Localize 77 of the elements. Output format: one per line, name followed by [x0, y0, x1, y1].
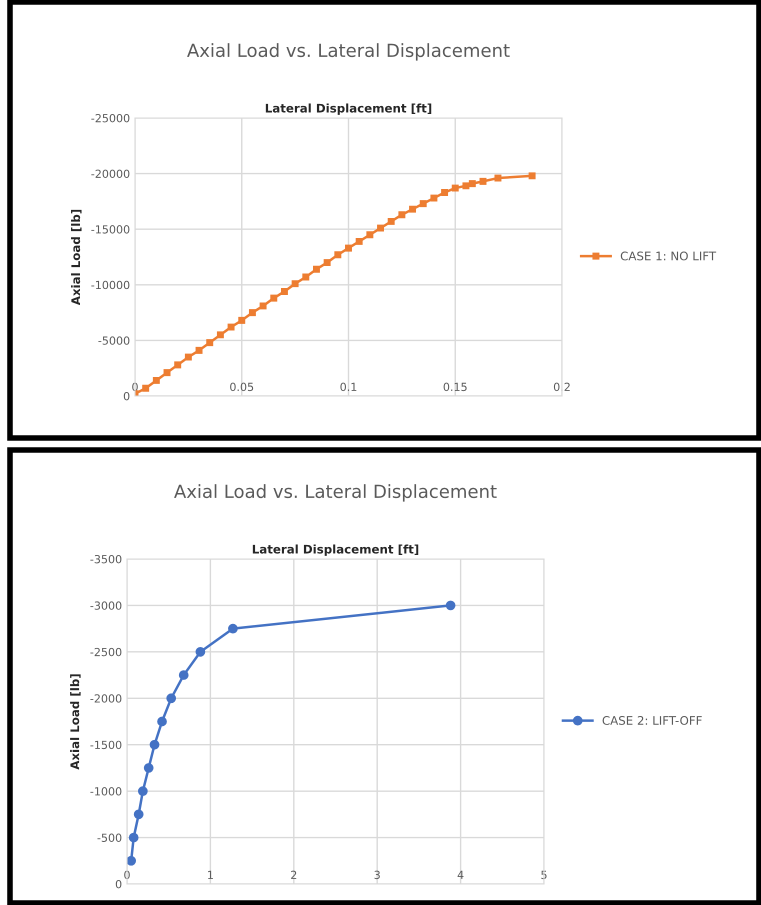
x-axis-title: Lateral Displacement [ft]	[266, 103, 432, 115]
point	[134, 809, 144, 820]
chart-title: Axial Load vs. Lateral Displacement	[187, 43, 510, 61]
y-tick-label: -500	[97, 834, 122, 842]
point	[184, 354, 192, 361]
point	[468, 180, 476, 188]
point	[302, 274, 310, 280]
y-tick-label: -2000	[90, 694, 122, 703]
y-tick-label: 0	[116, 880, 122, 888]
point	[452, 184, 459, 192]
y-tick-label: -15000	[91, 225, 130, 234]
x-tick-label: 4	[458, 870, 464, 879]
point	[280, 288, 288, 295]
point	[228, 324, 235, 331]
point	[157, 716, 167, 726]
point	[480, 178, 486, 185]
x-tick-label: 0.05	[230, 382, 254, 392]
point	[164, 369, 170, 376]
x-tick-label: 2	[291, 870, 296, 879]
point	[228, 624, 238, 634]
point	[152, 376, 160, 384]
point	[144, 763, 154, 773]
point	[142, 384, 150, 392]
point	[178, 670, 189, 680]
point	[446, 600, 456, 610]
point	[238, 316, 246, 324]
point	[388, 218, 395, 225]
point	[366, 231, 374, 238]
point	[174, 361, 182, 368]
x-tick-label: 0.1	[340, 382, 356, 392]
y-tick-label: -3000	[90, 601, 122, 610]
y-tick-label: -3500	[90, 554, 122, 564]
y-axis-title: Axial Load [lb]	[70, 674, 81, 770]
point	[441, 189, 448, 196]
point	[356, 238, 363, 245]
point	[462, 182, 470, 190]
point	[430, 194, 438, 202]
point	[334, 251, 342, 258]
point	[324, 259, 331, 266]
point	[128, 832, 139, 842]
x-tick-label: 0.15	[444, 382, 467, 392]
x-tick-label: 1	[208, 870, 213, 879]
point	[216, 331, 224, 338]
point	[494, 174, 502, 182]
y-tick-label: -2500	[90, 648, 122, 656]
y-tick-label: -20000	[91, 170, 130, 178]
point	[345, 244, 352, 252]
y-tick-label: -25000	[91, 114, 130, 122]
y-tick-label: 0	[124, 392, 130, 400]
point	[127, 856, 136, 866]
y-tick-label: -10000	[91, 280, 130, 290]
x-tick-label: 0.2	[554, 382, 570, 392]
point	[196, 346, 203, 354]
point	[270, 294, 278, 302]
x-tick-label: 3	[374, 870, 380, 880]
point	[166, 693, 176, 704]
y-tick-label: -5000	[98, 336, 130, 345]
point	[292, 280, 299, 288]
y-tick-label: -1000	[90, 787, 122, 796]
legend-label: CASE 2: LIFT-OFF	[602, 716, 702, 725]
point	[206, 339, 214, 346]
x-axis-title: Lateral Displacement [ft]	[252, 544, 418, 556]
point	[260, 302, 267, 310]
point	[138, 786, 148, 796]
point	[248, 309, 256, 316]
point	[377, 224, 384, 232]
point	[398, 211, 406, 218]
point	[420, 200, 427, 208]
point	[196, 646, 206, 657]
legend-label: CASE 1: NO LIFT	[620, 251, 716, 260]
y-axis-title: Axial Load [lb]	[71, 210, 82, 306]
chart-title: Axial Load vs. Lateral Displacement	[174, 484, 497, 502]
point	[528, 172, 536, 180]
y-tick-label: -1500	[90, 740, 122, 750]
point	[313, 266, 320, 273]
point	[409, 206, 416, 213]
point	[150, 740, 160, 750]
